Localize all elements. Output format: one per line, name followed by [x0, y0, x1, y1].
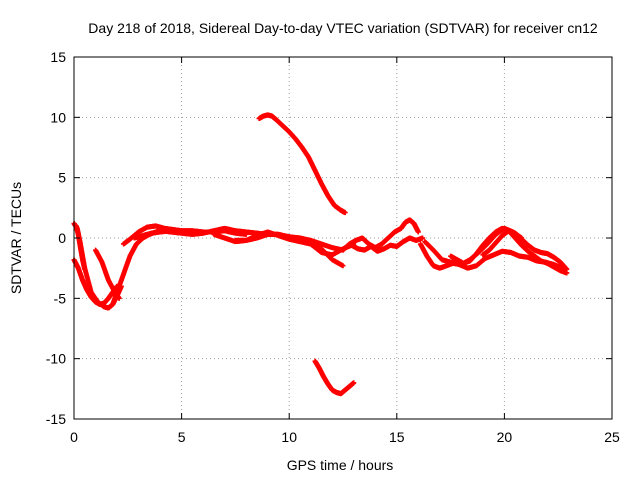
x-axis-label: GPS time / hours [287, 457, 394, 473]
x-tick-label: 15 [389, 429, 405, 445]
y-tick-label: 5 [58, 170, 66, 186]
data-point [340, 263, 346, 269]
y-tick-label: -5 [54, 290, 67, 306]
data-point [415, 229, 421, 235]
data-point [82, 266, 88, 272]
y-tick-label: -10 [46, 351, 66, 367]
series-arc17 [480, 228, 570, 272]
x-tick-label: 25 [604, 429, 620, 445]
y-tick-label: -15 [46, 411, 66, 427]
x-tick-label: 5 [178, 429, 186, 445]
y-tick-label: 10 [50, 109, 66, 125]
x-tick-label: 0 [70, 429, 78, 445]
data-points [71, 112, 570, 397]
data-point [564, 266, 570, 272]
y-tick-label: 0 [58, 230, 66, 246]
data-point [342, 210, 348, 216]
series-arc13 [342, 235, 426, 254]
x-tick-label: 20 [497, 429, 513, 445]
series-arc4 [73, 223, 88, 272]
y-tick-label: 15 [50, 49, 66, 65]
axis-ticks: 0 5 10 15 20 25 -15 -10 -5 0 5 10 15 [46, 49, 620, 445]
chart-title: Day 218 of 2018, Sidereal Day-to-day VTE… [88, 20, 598, 36]
series-arc11 [312, 358, 357, 397]
series-arc12 [340, 217, 421, 253]
series-arc16 [448, 225, 570, 276]
y-axis-label: SDTVAR / TECUs [8, 182, 24, 294]
data-point [420, 235, 426, 241]
x-tick-label: 10 [281, 429, 297, 445]
series-arc10 [256, 112, 348, 216]
data-point [351, 380, 357, 386]
